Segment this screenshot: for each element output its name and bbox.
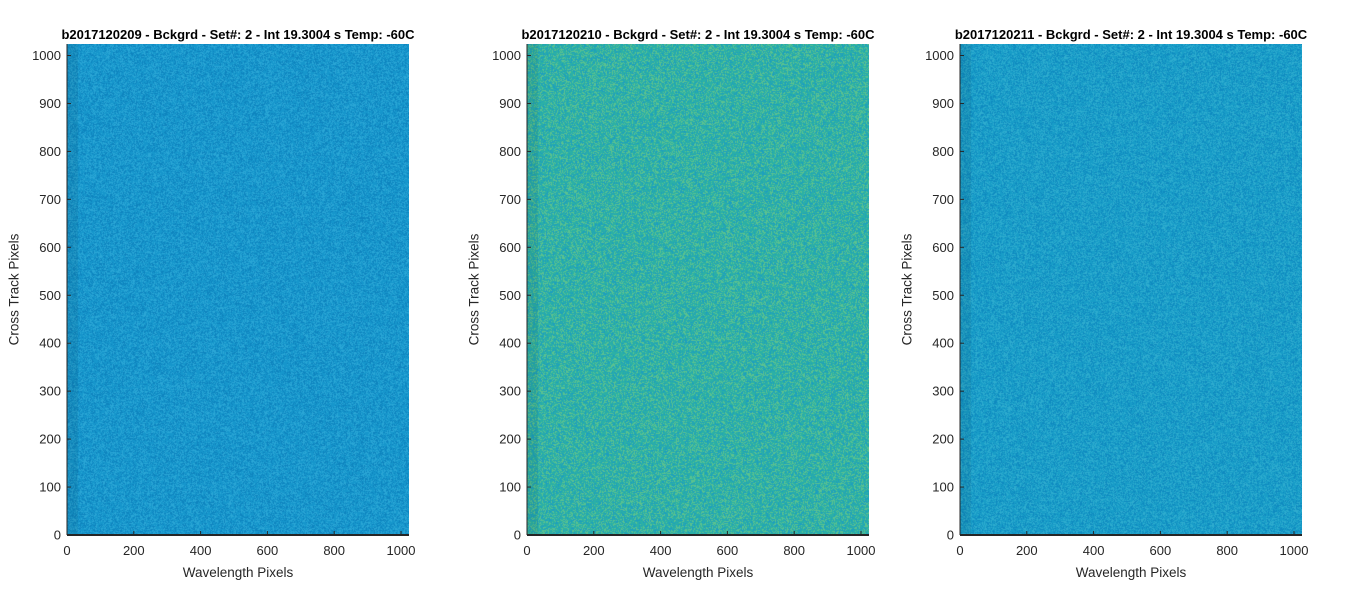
y-tick-label: 400 [39,336,61,351]
y-tick-label: 700 [39,192,61,207]
x-tick-label: 600 [717,543,739,558]
x-tick-label: 600 [1150,543,1172,558]
x-tick-label: 400 [650,543,672,558]
x-tick-label: 0 [523,543,530,558]
y-tick-label: 0 [514,528,521,543]
y-tick-label: 100 [39,480,61,495]
y-tick-label: 600 [932,240,954,255]
chart-title: b2017120209 - Bckgrd - Set#: 2 - Int 19.… [61,27,415,42]
y-tick-label: 600 [39,240,61,255]
x-axis-label: Wavelength Pixels [643,565,754,580]
x-tick-label: 400 [190,543,212,558]
x-tick-label: 1000 [1280,543,1309,558]
heatmap-panel-1: 0 200 400 600 800 1000 0 100 200 300 400 500 600 700 8… [7,27,416,580]
y-tick-label: 500 [932,288,954,303]
x-tick-label: 800 [1216,543,1238,558]
y-tick-label: 900 [39,96,61,111]
y-axis-label: Cross Track Pixels [467,233,482,345]
heatmap-image [67,44,409,535]
y-tick-label: 900 [499,96,521,111]
heatmap-image [527,44,869,535]
y-tick-label: 900 [932,96,954,111]
y-tick-label: 600 [499,240,521,255]
x-tick-label: 0 [956,543,963,558]
chart-title: b2017120210 - Bckgrd - Set#: 2 - Int 19.… [521,27,875,42]
y-tick-label: 500 [499,288,521,303]
y-tick-label: 700 [499,192,521,207]
y-tick-label: 500 [39,288,61,303]
x-tick-label: 600 [257,543,279,558]
y-tick-label: 200 [39,432,61,447]
heatmap-panel-3: 0 200 400 600 800 1000 0 100 200 300 400 500 600 700 8… [900,27,1309,580]
y-tick-label: 800 [39,144,61,159]
heatmap-panel-2: 0 200 400 600 800 1000 0 100 200 300 400 500 600 700 8… [467,27,876,580]
y-tick-label: 700 [932,192,954,207]
y-tick-label: 0 [947,528,954,543]
y-tick-label: 100 [932,480,954,495]
y-tick-label: 300 [39,384,61,399]
y-tick-label: 1000 [32,48,61,63]
y-tick-label: 100 [499,480,521,495]
y-tick-label: 400 [932,336,954,351]
x-tick-label: 200 [1016,543,1038,558]
y-axis-label: Cross Track Pixels [900,233,915,345]
heatmap-image [960,44,1302,535]
y-tick-label: 0 [54,528,61,543]
chart-title: b2017120211 - Bckgrd - Set#: 2 - Int 19.… [955,27,1308,42]
x-tick-label: 400 [1083,543,1105,558]
x-tick-label: 200 [123,543,145,558]
y-tick-label: 800 [932,144,954,159]
y-tick-label: 300 [499,384,521,399]
y-tick-label: 400 [499,336,521,351]
x-tick-label: 200 [583,543,605,558]
x-tick-label: 0 [63,543,70,558]
y-tick-label: 1000 [492,48,521,63]
x-tick-label: 800 [323,543,345,558]
x-tick-label: 1000 [847,543,876,558]
y-tick-label: 200 [932,432,954,447]
y-tick-label: 300 [932,384,954,399]
x-tick-label: 800 [783,543,805,558]
x-tick-label: 1000 [387,543,416,558]
y-tick-label: 200 [499,432,521,447]
x-axis-label: Wavelength Pixels [1076,565,1187,580]
y-tick-label: 800 [499,144,521,159]
y-tick-label: 1000 [925,48,954,63]
x-axis-label: Wavelength Pixels [183,565,294,580]
y-axis-label: Cross Track Pixels [7,233,22,345]
